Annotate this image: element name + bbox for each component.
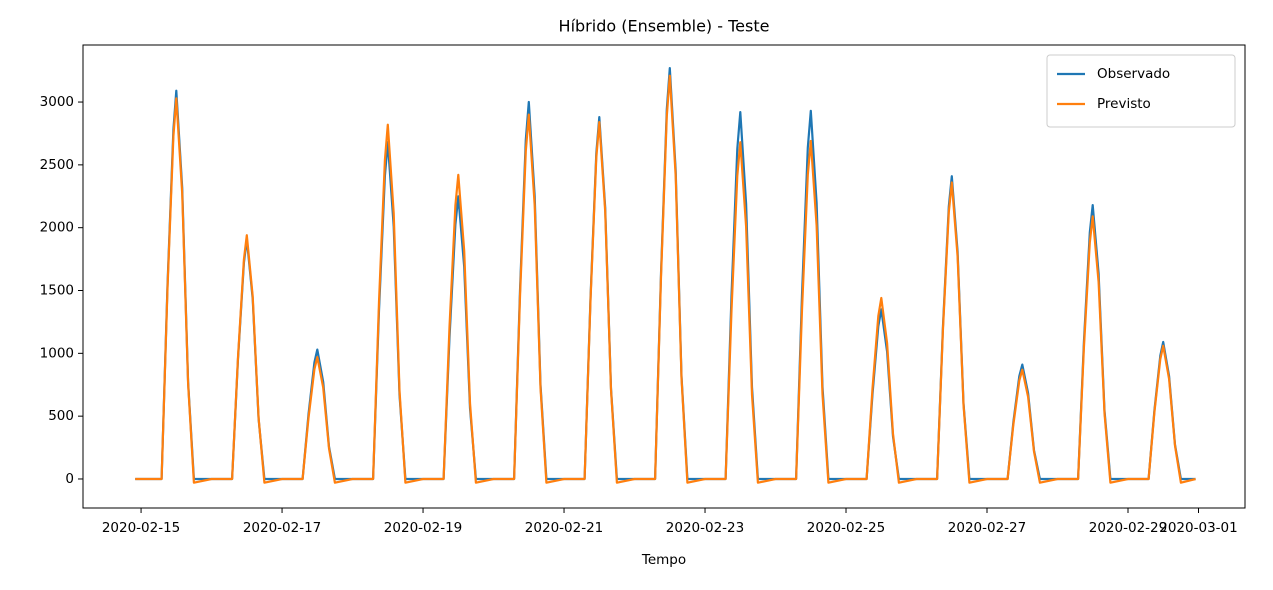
- x-tick-label: 2020-02-15: [102, 520, 180, 536]
- plot-frame: [82, 44, 1246, 509]
- x-tick-label: 2020-02-21: [525, 520, 603, 536]
- x-tick-label: 2020-02-19: [384, 520, 462, 536]
- y-tick-label: 1000: [40, 345, 74, 361]
- legend-label: Observado: [1097, 66, 1170, 82]
- x-tick-label: 2020-02-23: [666, 520, 744, 536]
- y-tick-label: 3000: [40, 94, 74, 110]
- legend-label: Previsto: [1097, 96, 1151, 112]
- series-line: [135, 74, 1196, 484]
- y-tick-label: 2500: [40, 157, 74, 173]
- x-tick-label: 2020-02-17: [243, 520, 321, 536]
- x-tick-label: 2020-03-01: [1159, 520, 1237, 536]
- y-tick-label: 0: [65, 471, 74, 487]
- y-tick-label: 500: [48, 408, 74, 424]
- legend-box: [1046, 54, 1236, 128]
- x-axis-label: Tempo: [641, 552, 686, 568]
- chart-title: Híbrido (Ensemble) - Teste: [559, 17, 770, 36]
- y-tick-label: 1500: [40, 283, 74, 299]
- y-tick-label: 2000: [40, 220, 74, 236]
- x-tick-label: 2020-02-29: [1089, 520, 1167, 536]
- x-tick-label: 2020-02-27: [948, 520, 1026, 536]
- x-tick-label: 2020-02-25: [807, 520, 885, 536]
